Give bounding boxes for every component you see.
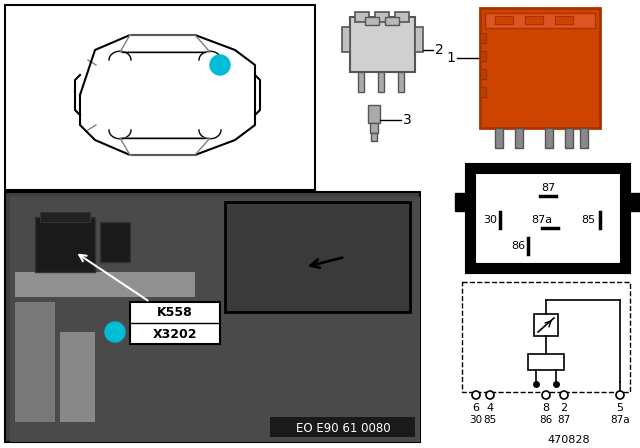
Bar	[525, 16, 543, 24]
Text: 3: 3	[403, 113, 412, 127]
Bar	[534, 314, 558, 336]
Bar	[365, 17, 379, 25]
Bar	[35, 217, 95, 272]
Bar	[480, 51, 486, 61]
Bar	[15, 302, 55, 422]
Text: 87a: 87a	[531, 215, 552, 225]
Bar	[555, 16, 573, 24]
Bar	[5, 5, 315, 190]
Bar	[478, 176, 617, 260]
Bar	[100, 222, 130, 262]
Text: 1: 1	[446, 51, 455, 65]
Text: 6: 6	[472, 403, 479, 413]
Bar	[5, 192, 420, 442]
Circle shape	[210, 55, 230, 75]
Text: X3202: X3202	[153, 327, 197, 340]
Text: 86: 86	[540, 415, 552, 425]
Bar	[355, 12, 369, 22]
Bar	[565, 128, 573, 148]
Text: 85: 85	[483, 415, 497, 425]
Text: 1: 1	[216, 60, 224, 70]
Text: 85: 85	[581, 215, 595, 225]
Bar	[480, 33, 486, 43]
Text: EO E90 61 0080: EO E90 61 0080	[296, 422, 390, 435]
Bar	[495, 16, 513, 24]
Bar	[462, 282, 630, 392]
Circle shape	[542, 391, 550, 399]
Bar	[350, 17, 415, 72]
Bar	[395, 12, 409, 22]
Bar	[371, 133, 377, 141]
Bar	[485, 13, 595, 28]
Bar	[368, 105, 380, 123]
Bar	[385, 17, 399, 25]
Text: 4: 4	[486, 403, 493, 413]
Text: 87: 87	[541, 183, 555, 193]
Text: 87a: 87a	[610, 415, 630, 425]
Bar	[495, 16, 513, 24]
Bar	[515, 128, 523, 148]
Bar	[225, 202, 410, 312]
Bar	[625, 193, 640, 211]
Circle shape	[472, 391, 480, 399]
Bar	[455, 193, 470, 211]
Circle shape	[616, 391, 624, 399]
Bar	[525, 16, 543, 24]
Text: 30: 30	[469, 415, 483, 425]
Circle shape	[105, 322, 125, 342]
Bar	[378, 72, 384, 92]
Bar	[480, 69, 486, 79]
Bar	[555, 16, 573, 24]
Bar	[545, 128, 553, 148]
Bar	[60, 332, 95, 422]
Circle shape	[486, 391, 494, 399]
Text: 2: 2	[435, 43, 444, 57]
Bar	[470, 168, 625, 268]
Bar	[10, 197, 420, 442]
Bar	[480, 8, 600, 128]
Bar	[342, 27, 350, 52]
Text: 87: 87	[557, 415, 571, 425]
Bar	[415, 27, 423, 52]
Bar	[480, 87, 486, 97]
Bar	[270, 417, 415, 437]
Bar	[580, 128, 588, 148]
Bar	[375, 12, 389, 22]
Bar	[40, 212, 90, 222]
Bar	[358, 72, 364, 92]
Bar	[130, 302, 220, 344]
Bar	[528, 354, 564, 370]
Bar	[495, 128, 503, 148]
Text: 1: 1	[111, 327, 119, 337]
Text: 8: 8	[543, 403, 550, 413]
Bar	[370, 123, 378, 133]
Circle shape	[560, 391, 568, 399]
Bar	[398, 72, 404, 92]
Text: 86: 86	[511, 241, 525, 251]
Text: K558: K558	[157, 306, 193, 319]
Text: 470828: 470828	[547, 435, 590, 445]
Text: 30: 30	[483, 215, 497, 225]
Text: 2: 2	[561, 403, 568, 413]
Text: 5: 5	[616, 403, 623, 413]
Bar	[15, 272, 195, 297]
